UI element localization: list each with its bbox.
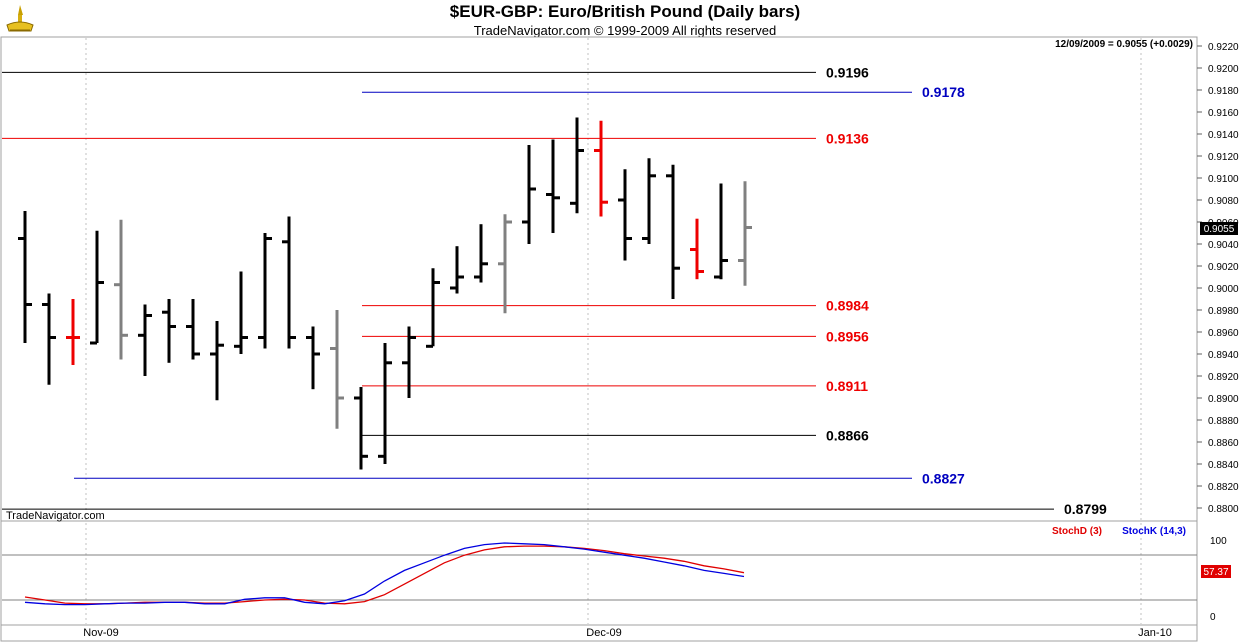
price-level-label: 0.8799 <box>1064 501 1107 517</box>
price-tick-label: 0.9180 <box>1208 86 1239 97</box>
price-tick-label: 0.9140 <box>1208 130 1239 141</box>
stoch-d-line <box>24 545 745 605</box>
price-tick-label: 0.9220 <box>1208 42 1239 53</box>
price-level-label: 0.8984 <box>826 298 869 314</box>
price-tick-label: 0.8980 <box>1208 306 1239 317</box>
price-levels: 0.9196 0.9178 0.9136 0.8984 0.8956 0.8911 0.88… <box>2 64 1107 517</box>
price-tick-label: 0.8880 <box>1208 416 1239 427</box>
ohlc-bar <box>642 158 656 244</box>
ohlc-bar <box>378 343 392 464</box>
chart-title: $EUR-GBP: Euro/British Pound (Daily bars… <box>449 2 801 21</box>
price-level-label: 0.8866 <box>826 427 869 443</box>
price-tick-label: 0.9020 <box>1208 262 1239 273</box>
ohlc-bar <box>210 321 224 401</box>
price-tick-label: 0.8800 <box>1208 504 1239 515</box>
ohlc-bar <box>498 214 512 314</box>
stochastic-panel: 100 0 <box>2 536 1227 623</box>
ohlc-bar <box>66 299 80 365</box>
current-price-box <box>1200 222 1238 235</box>
ohlc-bar <box>522 145 536 244</box>
ohlc-bar <box>114 219 128 360</box>
ohlc-bar <box>546 139 560 233</box>
ohlc-bars <box>18 117 752 470</box>
ohlc-bar <box>258 233 272 349</box>
ohlc-bar <box>330 310 344 429</box>
price-tick-label: 0.9200 <box>1208 64 1239 75</box>
status-readout: 12/09/2009 = 0.9055 (+0.0029) <box>1055 39 1193 50</box>
stoch-tick-label: 100 <box>1210 536 1227 547</box>
price-level-label: 0.8827 <box>922 470 965 486</box>
price-tick-label: 0.8840 <box>1208 460 1239 471</box>
stoch-current-label: 57.37 <box>1203 567 1228 578</box>
price-level-label: 0.9196 <box>826 64 869 80</box>
time-tick-label: Jan-10 <box>1138 627 1172 639</box>
ohlc-bar <box>594 120 608 217</box>
ohlc-bar <box>234 271 248 354</box>
ohlc-bar <box>90 230 104 345</box>
vertical-gridlines <box>85 38 1142 624</box>
stoch-tick-label: 0 <box>1210 612 1216 623</box>
ohlc-bar <box>570 117 584 214</box>
current-price-label: 0.9055 <box>1204 224 1235 235</box>
ohlc-bar <box>138 304 152 376</box>
ohlc-bar <box>282 216 296 349</box>
stoch-k-legend: StochK (14,3) <box>1122 526 1186 537</box>
price-axis: 0.9220 0.9200 0.9180 0.9160 0.9140 0.9120 0.91… <box>1196 37 1239 641</box>
price-tick-label: 0.8920 <box>1208 372 1239 383</box>
price-tick-label: 0.8900 <box>1208 394 1239 405</box>
price-tick-label: 0.9100 <box>1208 174 1239 185</box>
price-tick-label: 0.9080 <box>1208 196 1239 207</box>
price-tick-label: 0.8940 <box>1208 350 1239 361</box>
stoch-d-legend: StochD (3) <box>1052 526 1102 537</box>
stoch-k-line <box>24 542 745 606</box>
ohlc-bar <box>42 293 56 385</box>
ohlc-bar <box>354 387 368 470</box>
watermark-label: TradeNavigator.com <box>6 510 105 522</box>
ohlc-bar <box>162 299 176 363</box>
price-level-label: 0.8911 <box>826 378 868 394</box>
time-tick-label: Nov-09 <box>83 627 118 639</box>
price-level-label: 0.8956 <box>826 328 869 344</box>
price-tick-label: 0.9000 <box>1208 284 1239 295</box>
ohlc-bar <box>666 164 680 299</box>
price-level-label: 0.9136 <box>826 130 869 146</box>
ohlc-bar <box>474 224 488 283</box>
ohlc-bar <box>18 211 32 343</box>
ohlc-bar <box>402 326 416 398</box>
price-tick-label: 0.8960 <box>1208 328 1239 339</box>
price-tick-label: 0.8820 <box>1208 482 1239 493</box>
ohlc-bar <box>690 218 704 280</box>
ohlc-bar <box>738 181 752 286</box>
ohlc-bar <box>306 326 320 390</box>
price-tick-label: 0.9040 <box>1208 240 1239 251</box>
ohlc-bar <box>450 246 464 294</box>
price-tick-label: 0.9160 <box>1208 108 1239 119</box>
stoch-current-box <box>1201 565 1231 578</box>
price-tick-label: 0.8860 <box>1208 438 1239 449</box>
ohlc-bar <box>426 268 440 348</box>
time-tick-label: Dec-09 <box>586 627 621 639</box>
price-tick-label: 0.9120 <box>1208 152 1239 163</box>
price-level-label: 0.9178 <box>922 84 965 100</box>
time-axis: Nov-09 Dec-09 Jan-10 <box>83 627 1172 639</box>
chart-header: $EUR-GBP: Euro/British Pound (Daily bars… <box>0 0 1250 38</box>
ohlc-bar <box>714 183 728 280</box>
chart-subtitle: TradeNavigator.com © 1999-2009 All right… <box>473 23 777 38</box>
ohlc-bar <box>618 169 632 261</box>
trade-navigator-logo-icon <box>4 3 36 35</box>
ohlc-bar <box>186 299 200 360</box>
